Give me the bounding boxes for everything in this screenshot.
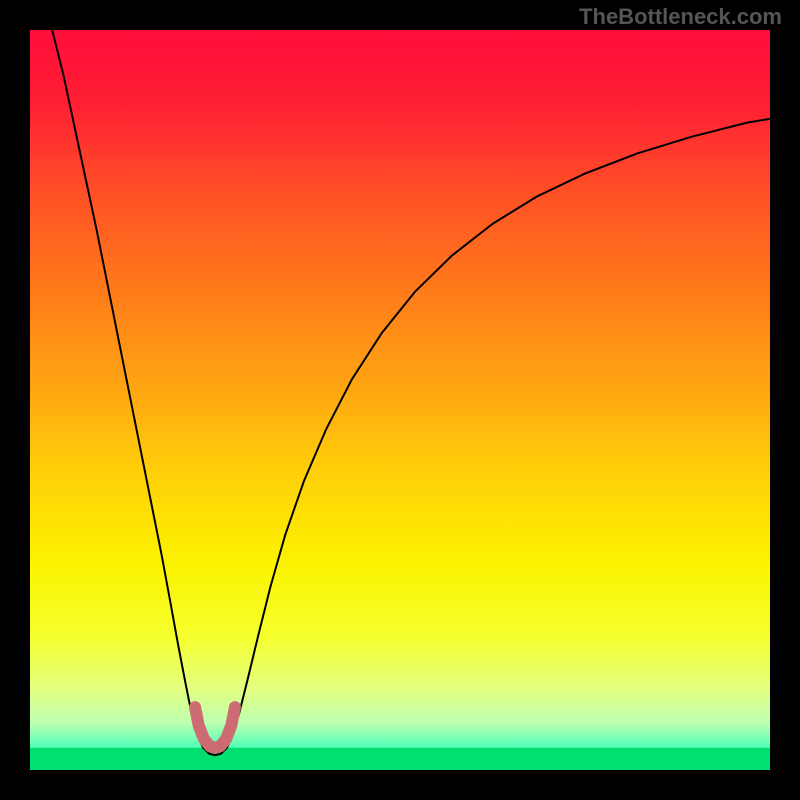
chart-svg <box>30 30 770 770</box>
gradient-background <box>30 30 770 770</box>
watermark-text: TheBottleneck.com <box>579 4 782 30</box>
green-band <box>30 748 770 770</box>
plot-area <box>30 30 770 770</box>
